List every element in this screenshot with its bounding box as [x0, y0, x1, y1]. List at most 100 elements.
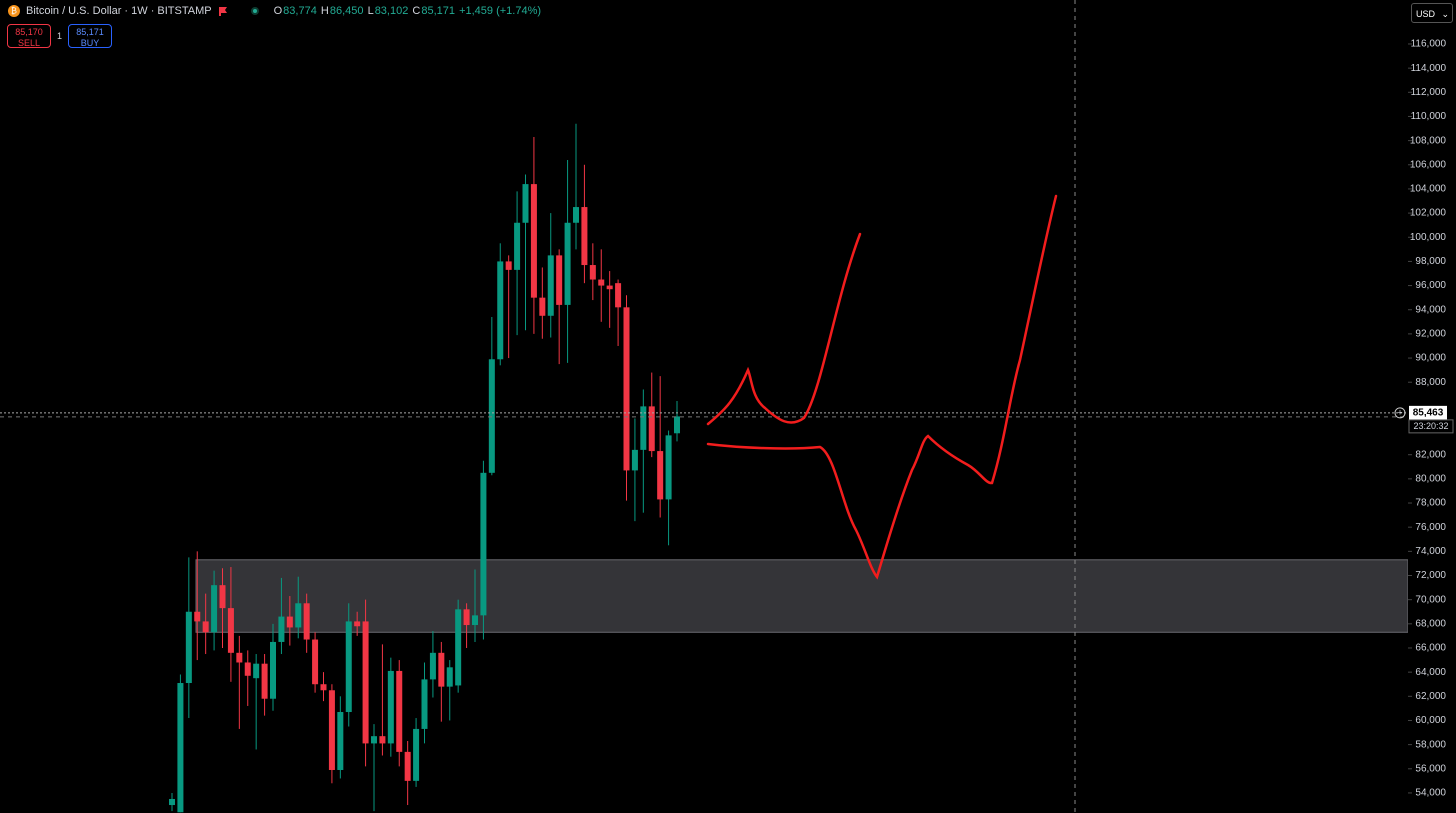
candle-body	[463, 609, 470, 626]
candle-body	[438, 652, 445, 687]
candle-body	[657, 451, 664, 500]
currency-select[interactable]: USD ⌄	[1411, 3, 1453, 23]
candle-body	[472, 615, 478, 626]
y-tick-label: 54,000	[1415, 788, 1446, 799]
candle-body	[211, 585, 218, 633]
sell-button[interactable]: 85,170 SELL	[7, 24, 51, 48]
svg-text:₿: ₿	[11, 7, 17, 16]
candle-body	[615, 283, 622, 308]
flag-icon	[218, 7, 227, 16]
y-tick-label: 62,000	[1415, 691, 1446, 702]
candle-body	[648, 406, 655, 452]
y-tick-label: 110,000	[1411, 111, 1447, 122]
header: ₿ Bitcoin / U.S. Dollar · 1W · BITSTAMP …	[8, 5, 542, 17]
candle-body	[202, 621, 209, 633]
y-tick-label: 92,000	[1415, 329, 1446, 340]
y-tick-label: 112,000	[1411, 87, 1447, 98]
candle-body	[286, 616, 293, 628]
candle-body	[497, 261, 504, 360]
status-icon	[250, 7, 259, 15]
y-tick-label: 76,000	[1415, 522, 1446, 533]
candle-body	[589, 265, 596, 280]
symbol-title: Bitcoin / U.S. Dollar · 1W · BITSTAMP	[26, 5, 212, 17]
y-tick-label: 64,000	[1415, 667, 1446, 678]
y-tick-label: 70,000	[1415, 594, 1446, 605]
currency: USD	[1416, 9, 1436, 19]
candle-body	[429, 652, 436, 680]
candle-body	[674, 416, 680, 434]
candle-body	[631, 449, 638, 471]
candle-body	[270, 641, 276, 699]
candle-body	[581, 207, 588, 266]
candle-body	[396, 670, 403, 752]
candle-body	[598, 279, 605, 286]
candle-body	[564, 222, 571, 305]
drawing	[706, 194, 1058, 580]
candle-body	[413, 728, 420, 781]
y-tick-label: 60,000	[1415, 715, 1446, 726]
candle-body	[227, 608, 234, 653]
candle-body	[312, 639, 319, 685]
y-tick-label: 106,000	[1410, 159, 1447, 170]
y-tick-label: 78,000	[1415, 498, 1446, 509]
c-label: C	[412, 5, 421, 17]
zone	[195, 559, 1409, 633]
candle-body	[362, 621, 369, 744]
l-value: 83,102	[374, 5, 409, 17]
h-label: H	[320, 5, 329, 17]
candle-body	[446, 667, 453, 687]
o-value: 83,774	[283, 5, 317, 17]
candle-body	[488, 359, 495, 473]
quantity: 1	[57, 31, 63, 41]
price-label-bg	[1409, 405, 1447, 420]
candle-body	[480, 472, 487, 616]
drawing	[706, 232, 862, 426]
candle-body	[244, 662, 251, 676]
candle-body	[539, 297, 546, 316]
o-label: O	[273, 5, 283, 17]
candle-body	[623, 307, 630, 471]
candle-body	[295, 603, 302, 628]
candle-body	[236, 652, 243, 663]
y-tick-label: 68,000	[1415, 618, 1446, 629]
candle-body	[455, 609, 462, 686]
y-tick-label: 96,000	[1415, 280, 1446, 291]
candle-body	[303, 603, 310, 640]
buy-button[interactable]: 85,171 BUY	[68, 24, 112, 48]
candle-body	[194, 611, 201, 622]
y-tick-label: 66,000	[1415, 643, 1446, 654]
sell-price: 85,170	[15, 27, 43, 37]
plus: +	[1397, 408, 1402, 418]
candle-body	[328, 690, 335, 770]
buy-price: 85,171	[76, 27, 104, 37]
y-tick-label: 98,000	[1415, 256, 1446, 267]
l-label: L	[367, 5, 374, 17]
buy-label: BUY	[80, 38, 100, 48]
y-tick-label: 74,000	[1415, 546, 1446, 557]
candle-body	[278, 616, 285, 642]
y-tick-label: 80,000	[1415, 474, 1446, 485]
candle-body	[573, 207, 579, 223]
change: +1,459 (+1.74%)	[459, 5, 542, 17]
y-tick-label: 104,000	[1410, 184, 1447, 195]
h-value: 86,450	[329, 5, 364, 17]
candle-body	[421, 679, 428, 729]
countdown-bg	[1408, 419, 1454, 434]
candle-body	[337, 712, 344, 770]
countdown: 23:20:32	[1413, 421, 1448, 431]
btc-icon: ₿	[8, 5, 20, 17]
candle-body	[185, 611, 192, 684]
candle-body	[253, 663, 260, 679]
y-tick-label: 102,000	[1410, 208, 1447, 219]
candle-body	[354, 621, 361, 627]
candle-body	[177, 683, 184, 813]
candle-body	[261, 663, 268, 699]
add-alert-icon	[1394, 407, 1406, 419]
candle-body	[530, 184, 537, 298]
candle-body	[379, 736, 386, 744]
y-tick-label: 100,000	[1410, 232, 1447, 243]
candle-body	[547, 255, 554, 316]
y-tick-label: 82,000	[1415, 449, 1446, 460]
